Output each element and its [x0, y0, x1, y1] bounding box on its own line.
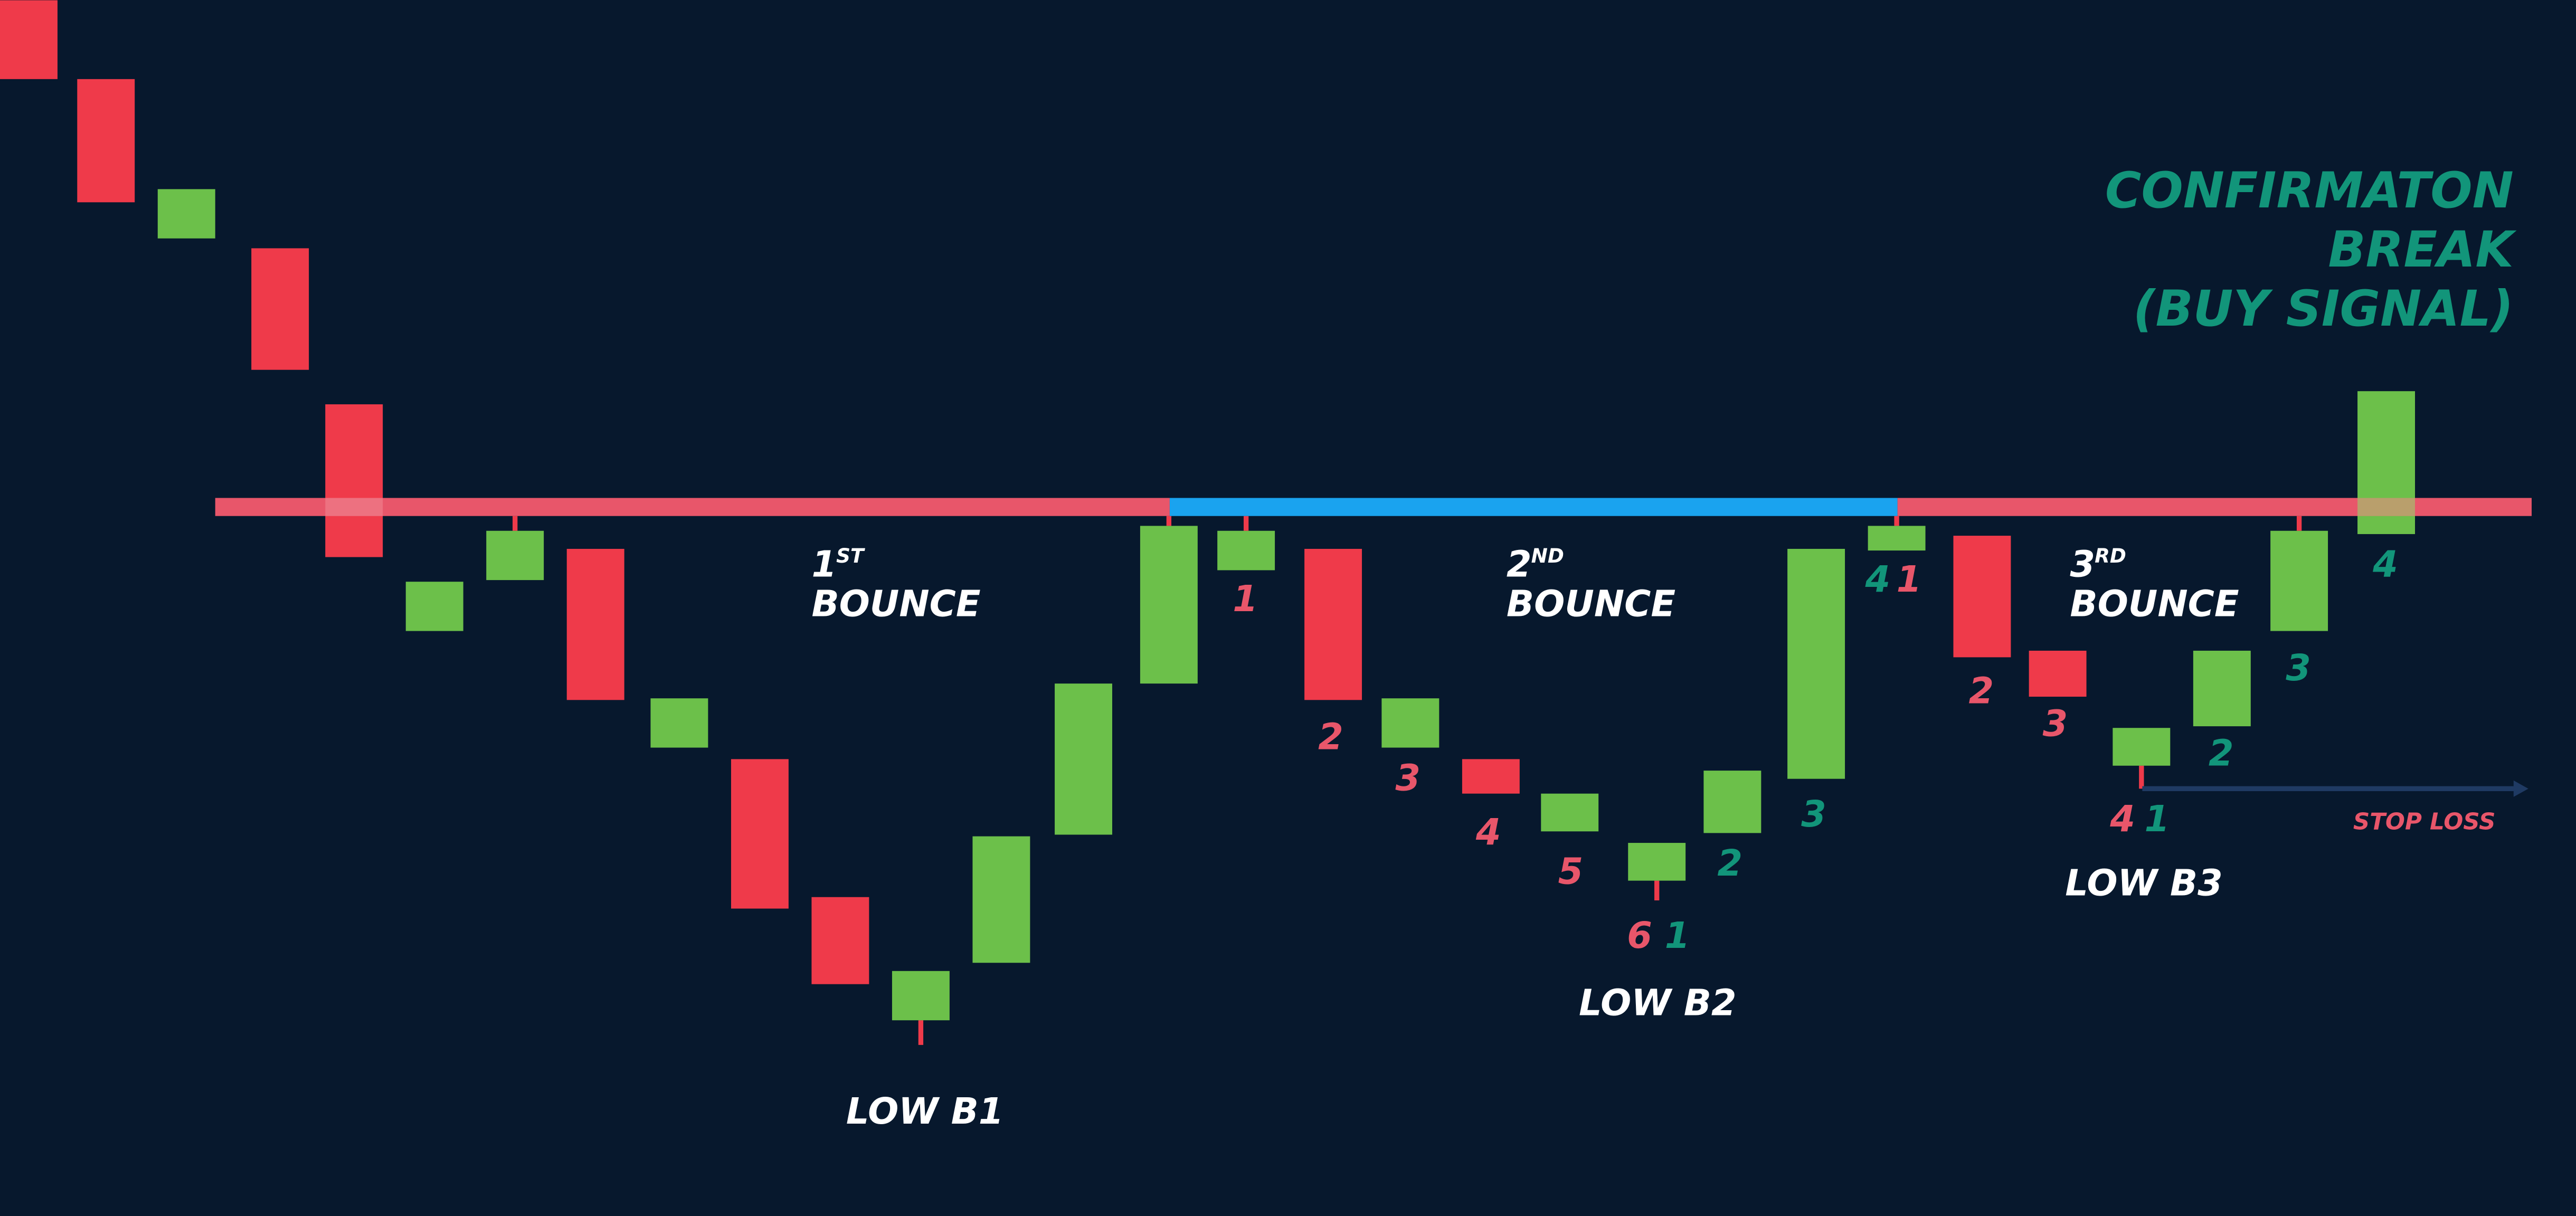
count-label: 4 — [2109, 798, 2135, 840]
candle — [325, 404, 383, 557]
candle — [731, 759, 789, 909]
count-label: 2 — [2209, 733, 2234, 775]
count-label: 1 — [2145, 798, 2170, 840]
candle — [157, 189, 215, 239]
bounce-number: 3 — [2070, 544, 2095, 586]
count-label: 3 — [2043, 703, 2068, 745]
candle — [1462, 759, 1520, 794]
candles — [0, 0, 2415, 1045]
signal-text: (BUY SIGNAL) — [2133, 280, 2514, 338]
candle — [77, 79, 135, 203]
count-label: 1 — [1233, 578, 1258, 620]
candle — [1953, 536, 2011, 658]
bounce-number: 1 — [811, 544, 837, 586]
signal-text: CONFIRMATON — [2105, 162, 2514, 220]
candle — [1787, 548, 1845, 779]
low-label: LOW B2 — [1579, 982, 1737, 1024]
resistance-line — [1897, 498, 2532, 516]
count-label: 5 — [1558, 851, 1583, 893]
count-label: 2 — [1969, 670, 1994, 712]
bounce-suffix: ST — [836, 544, 865, 567]
bounce-number: 2 — [1507, 544, 1532, 586]
candle — [566, 548, 624, 700]
overlap — [2357, 498, 2415, 516]
candle — [2270, 530, 2328, 631]
candle — [1217, 530, 1275, 571]
count-label: 1 — [1665, 915, 1690, 957]
low-label: LOW B1 — [846, 1090, 1004, 1133]
candle — [2193, 650, 2251, 727]
bounce-label: BOUNCE — [1507, 583, 1675, 625]
stop-loss-arrow — [2513, 780, 2528, 797]
candle — [0, 0, 58, 79]
candle — [1304, 548, 1362, 700]
candle — [2029, 650, 2087, 697]
candle — [2113, 728, 2171, 766]
overlap — [325, 498, 383, 516]
count-label: 2 — [1717, 842, 1742, 885]
candle — [405, 582, 463, 631]
count-label: 4 — [1475, 811, 1501, 853]
candle — [1055, 683, 1112, 835]
candle — [1541, 793, 1599, 832]
count-label: 4 — [1864, 558, 1890, 601]
count-label: 3 — [1801, 793, 1826, 835]
candle — [811, 897, 869, 984]
low-label: LOW B3 — [2065, 862, 2223, 905]
signal-text: BREAK — [2328, 221, 2517, 279]
candle — [650, 698, 708, 748]
count-label: 3 — [2286, 647, 2311, 689]
count-label: 3 — [1395, 757, 1420, 799]
count-label: 1 — [1897, 558, 1922, 601]
candle — [251, 248, 309, 370]
candle — [892, 971, 950, 1021]
candle — [1868, 526, 1926, 551]
bounce-suffix: ND — [1531, 544, 1564, 567]
count-label: 6 — [1627, 915, 1652, 957]
bounce-label: BOUNCE — [811, 583, 980, 625]
resistance-line — [1169, 498, 1898, 516]
count-label: 4 — [2372, 544, 2398, 586]
candle — [486, 530, 544, 581]
candle — [1703, 771, 1761, 833]
candle — [1381, 698, 1439, 748]
bounce-label: BOUNCE — [2070, 583, 2239, 625]
bounce-suffix: RD — [2095, 544, 2126, 567]
candle — [1628, 843, 1686, 881]
count-label: 2 — [1318, 716, 1343, 758]
candle — [1140, 526, 1198, 684]
candle — [972, 836, 1030, 963]
stop-loss-label: STOP LOSS — [2353, 809, 2496, 835]
